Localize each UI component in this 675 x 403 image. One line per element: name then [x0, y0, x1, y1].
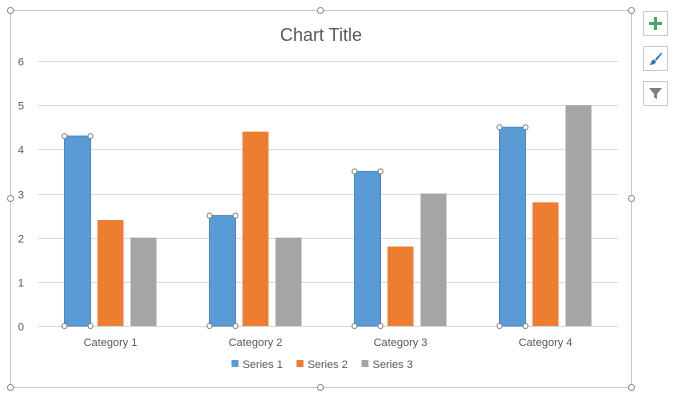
x-tick-label: Category 2: [229, 337, 283, 349]
bar-series-2-category-2[interactable]: [242, 131, 269, 326]
x-tick-label: Category 4: [519, 337, 573, 349]
y-axis-tick-labels: 0 1 2 3 4 5 6: [18, 57, 24, 334]
chart-filters-button[interactable]: [643, 81, 668, 106]
legend-swatch-series-3: [361, 360, 369, 367]
x-axis-tick-labels: Category 1 Category 2 Category 3 Category 4: [84, 337, 573, 349]
y-tick-label: 2: [18, 234, 24, 246]
y-tick-label: 3: [18, 190, 24, 202]
bar-selection-outline: [499, 126, 526, 327]
bar-selection-handle[interactable]: [351, 323, 358, 329]
bar-series-1-category-3[interactable]: [354, 171, 381, 326]
bar-series-1-category-1[interactable]: [64, 136, 91, 326]
y-tick-label: 1: [18, 278, 24, 290]
bar-series: [61, 105, 592, 329]
y-tick-label: 5: [18, 101, 24, 113]
bar-selection-handle[interactable]: [496, 124, 503, 131]
legend-label-series-1[interactable]: Series 1: [243, 359, 283, 371]
bar-series-3-category-2[interactable]: [275, 237, 302, 326]
bar-selection-handle[interactable]: [87, 133, 94, 140]
resize-handle-bottom-center[interactable]: [317, 384, 324, 391]
bar-selection-outline: [209, 215, 236, 327]
resize-handle-top-right[interactable]: [628, 7, 635, 14]
legend-swatch-series-2: [296, 360, 304, 367]
x-tick-label: Category 3: [374, 337, 428, 349]
bar-selection-handle[interactable]: [206, 212, 213, 219]
bar-selection-outline: [354, 170, 381, 327]
bar-series-3-category-3[interactable]: [420, 193, 447, 327]
paintbrush-icon: [648, 51, 663, 66]
bar-selection-handle[interactable]: [87, 323, 94, 329]
bar-series-2-category-1[interactable]: [97, 220, 124, 326]
bar-selection-handle[interactable]: [61, 323, 68, 329]
plus-icon: [649, 17, 662, 30]
resize-handle-bottom-right[interactable]: [628, 384, 635, 391]
bar-selection-handle[interactable]: [232, 323, 239, 329]
resize-handle-middle-left[interactable]: [7, 195, 14, 202]
legend-label-series-3[interactable]: Series 3: [373, 359, 413, 371]
legend-swatch-series-1: [231, 360, 239, 367]
y-tick-label: 6: [18, 57, 24, 69]
bar-selection-outline: [64, 135, 91, 327]
bar-series-2-category-4[interactable]: [532, 202, 559, 326]
resize-handle-middle-right[interactable]: [628, 195, 635, 202]
bar-selection-handle[interactable]: [377, 168, 384, 175]
bar-series-2-category-3[interactable]: [387, 246, 414, 327]
y-tick-label: 0: [18, 322, 24, 334]
gridlines: [38, 61, 618, 327]
filter-icon: [648, 86, 663, 101]
bar-selection-handle[interactable]: [232, 212, 239, 219]
bar-selection-handle[interactable]: [522, 124, 529, 131]
bar-series-1-category-4[interactable]: [499, 127, 526, 326]
resize-handle-top-center[interactable]: [317, 7, 324, 14]
bar-selection-handle[interactable]: [351, 168, 358, 175]
x-tick-label: Category 1: [84, 337, 138, 349]
resize-handle-top-left[interactable]: [7, 7, 14, 14]
bar-selection-handle[interactable]: [522, 323, 529, 329]
bar-selection-handle[interactable]: [377, 323, 384, 329]
y-tick-label: 4: [18, 145, 24, 157]
bar-series-3-category-4[interactable]: [565, 105, 592, 327]
legend-label-series-2[interactable]: Series 2: [308, 359, 348, 371]
bar-selection-handle[interactable]: [206, 323, 213, 329]
resize-handle-bottom-left[interactable]: [7, 384, 14, 391]
chart-elements-button[interactable]: [643, 11, 668, 36]
chart-title[interactable]: Chart Title: [280, 25, 362, 45]
chart-styles-button[interactable]: [643, 46, 668, 71]
bar-selection-handle[interactable]: [61, 133, 68, 140]
bar-series-1-category-2[interactable]: [209, 215, 236, 326]
legend[interactable]: Series 1 Series 2 Series 3: [231, 359, 413, 371]
bar-selection-handle[interactable]: [496, 323, 503, 329]
bar-series-3-category-1[interactable]: [130, 237, 157, 326]
